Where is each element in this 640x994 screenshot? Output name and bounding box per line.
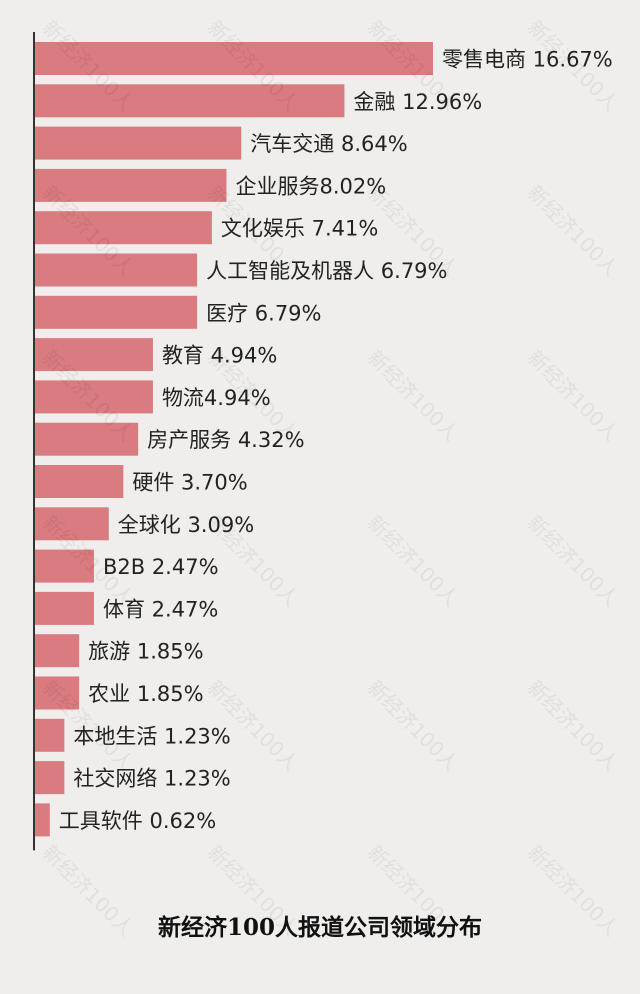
bar-2 [35, 84, 345, 118]
bar-label-13: B2B 2.47% [103, 555, 219, 579]
bar-label-2: 金融 12.96% [353, 90, 482, 114]
bar-label-6: 人工智能及机器人 6.79% [206, 259, 447, 283]
bar-label-11: 硬件 3.70% [132, 471, 247, 495]
bar-11 [35, 465, 124, 498]
bar-15 [35, 634, 80, 668]
bar-label-17: 本地生活 1.23% [73, 724, 230, 748]
bar-4 [35, 168, 227, 202]
bar-6 [35, 253, 198, 287]
bar-label-14: 体育 2.47% [103, 597, 218, 621]
bar-18 [35, 761, 65, 795]
bar-12 [35, 507, 109, 541]
bar-13 [35, 549, 94, 583]
bar-label-15: 旅游 1.85% [88, 640, 203, 664]
bar-label-5: 文化娱乐 7.41% [221, 217, 378, 241]
bar-label-4: 企业服务8.02% [235, 174, 386, 198]
bars-group [35, 42, 433, 837]
bar-label-9: 物流4.94% [162, 386, 271, 410]
bar-9 [35, 380, 153, 414]
bar-label-7: 医疗 6.79% [206, 301, 321, 325]
bar-label-12: 全球化 3.09% [118, 513, 254, 537]
bar-1 [35, 42, 433, 75]
bar-label-19: 工具软件 0.62% [59, 809, 216, 833]
bar-label-8: 教育 4.94% [162, 344, 277, 368]
bar-8 [35, 338, 153, 372]
bar-label-3: 汽车交通 8.64% [250, 132, 407, 156]
bar-16 [35, 676, 80, 710]
bar-label-10: 房产服务 4.32% [147, 428, 304, 452]
bar-label-18: 社交网络 1.23% [73, 767, 230, 791]
bar-3 [35, 126, 242, 160]
bar-10 [35, 422, 139, 456]
bar-chart: 零售电商 16.67% 金融 12.96% 汽车交通 8.64% 企业服务8.02% 文… [33, 32, 613, 851]
bar-label-16: 农业 1.85% [88, 682, 203, 706]
bar-17 [35, 718, 65, 752]
bar-19 [35, 803, 50, 837]
bar-14 [35, 591, 94, 625]
bar-7 [35, 295, 198, 329]
labels-group: 零售电商 16.67% 金融 12.96% 汽车交通 8.64% 企业服务8.02% 文… [59, 48, 613, 833]
bar-label-1: 零售电商 16.67% [442, 48, 613, 72]
bar-5 [35, 211, 212, 245]
chart-title: 新经济100人报道公司领域分布 [157, 914, 482, 941]
